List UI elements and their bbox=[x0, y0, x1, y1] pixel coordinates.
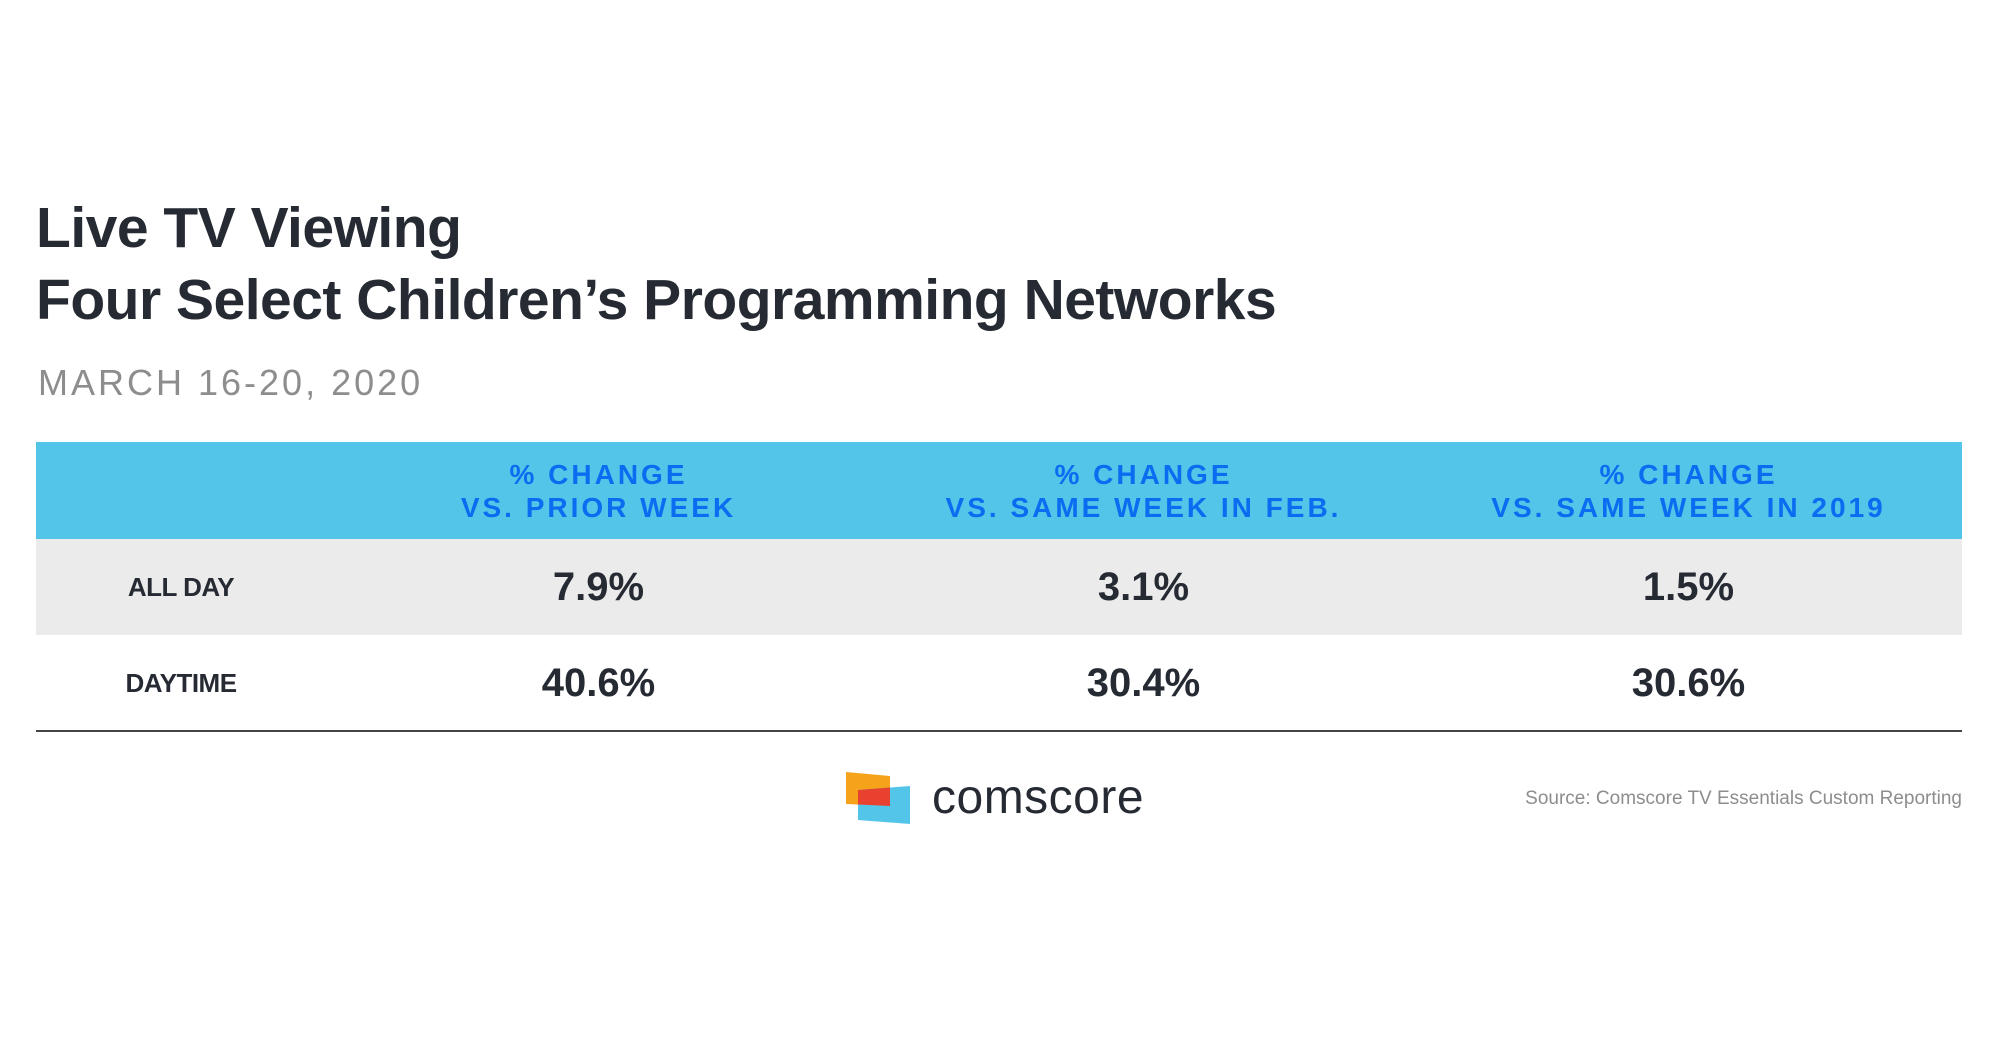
table-cell: 7.9% bbox=[552, 564, 645, 609]
date-subtitle: MARCH 16-20, 2020 bbox=[38, 362, 424, 403]
brand-name: comscore bbox=[932, 771, 1145, 824]
table-row: ALL DAY 7.9% 3.1% 1.5% bbox=[36, 539, 1962, 635]
data-table: % CHANGE VS. PRIOR WEEK % CHANGE VS. SAME … bbox=[36, 442, 1962, 731]
header-line: VS. SAME WEEK IN 2019 bbox=[1491, 491, 1886, 523]
header-same-week-feb: % CHANGE VS. SAME WEEK IN FEB. bbox=[871, 442, 1416, 539]
header-line: % CHANGE bbox=[1599, 458, 1778, 490]
page-title: Live TV Viewing Four Select Children’s P… bbox=[36, 192, 1277, 336]
title-line-2: Four Select Children’s Programming Netwo… bbox=[36, 268, 1277, 332]
header-line: VS. SAME WEEK IN FEB. bbox=[945, 491, 1342, 523]
table-cell: 30.4% bbox=[1086, 660, 1201, 705]
header-line: % CHANGE bbox=[1054, 458, 1233, 490]
table-cell: 40.6% bbox=[541, 660, 656, 705]
header-empty-cell bbox=[36, 442, 326, 539]
title-line-1: Live TV Viewing bbox=[36, 196, 462, 260]
table-row: DAYTIME 40.6% 30.4% 30.6% bbox=[36, 635, 1962, 731]
table-cell: 30.6% bbox=[1631, 660, 1746, 705]
header-line: VS. PRIOR WEEK bbox=[460, 491, 737, 523]
table-cell: 3.1% bbox=[1097, 564, 1190, 609]
row-label: DAYTIME bbox=[125, 667, 237, 698]
row-label: ALL DAY bbox=[127, 571, 235, 602]
comscore-logo-icon bbox=[846, 772, 910, 824]
header-line: % CHANGE bbox=[509, 458, 688, 490]
table-cell: 1.5% bbox=[1642, 564, 1735, 609]
source-note: Source: Comscore TV Essentials Custom Re… bbox=[1525, 788, 1962, 809]
header-same-week-2019: % CHANGE VS. SAME WEEK IN 2019 bbox=[1416, 442, 1961, 539]
table-header: % CHANGE VS. PRIOR WEEK % CHANGE VS. SAME … bbox=[36, 442, 1962, 539]
table-bottom-divider bbox=[36, 730, 1962, 732]
header-prior-week: % CHANGE VS. PRIOR WEEK bbox=[326, 442, 871, 539]
